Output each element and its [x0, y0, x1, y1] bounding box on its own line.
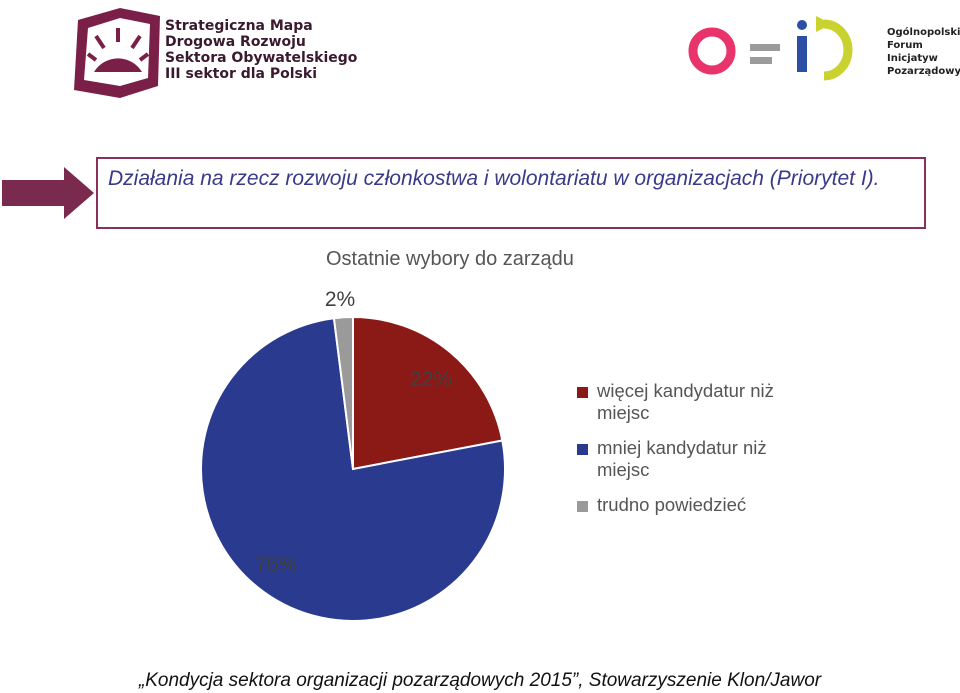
source-footer: „Kondycja sektora organizacji pozarządow…: [138, 670, 822, 691]
ofip-logo-icon: [688, 16, 853, 81]
banner-text: Działania na rzecz rozwoju członkostwa i…: [108, 167, 880, 190]
legend-swatch-more: [577, 387, 588, 398]
legend-item-less: mniej kandydatur niż miejsc: [577, 437, 807, 481]
legend-item-more: więcej kandydatur niż miejsc: [577, 380, 807, 424]
ofip-logo-text: Ogólnopolskie Forum Inicjatyw Pozarządow…: [887, 27, 960, 77]
legend-swatch-unsure: [577, 501, 588, 512]
chart-title: Ostatnie wybory do zarządu: [326, 248, 574, 270]
chart-legend: więcej kandydatur niż miejsc mniej kandy…: [577, 380, 807, 529]
legend-swatch-less: [577, 444, 588, 455]
pie-slice-more: [352, 315, 504, 471]
legend-label-less: mniej kandydatur niż miejsc: [597, 437, 767, 480]
pie-slice-less: [200, 317, 506, 622]
legend-label-more: więcej kandydatur niż miejsc: [597, 380, 774, 423]
smd-logo-icon: [74, 8, 160, 98]
smd-logo-text: Strategiczna Mapa Drogowa Rozwoju Sektor…: [165, 18, 358, 82]
pie-label-less: 76%: [255, 553, 297, 576]
arrow-right-icon: [2, 167, 94, 219]
pie-label-unsure: 2%: [325, 288, 355, 311]
legend-label-unsure: trudno powiedzieć: [597, 494, 747, 515]
pie-label-more: 22%: [410, 368, 452, 391]
legend-item-unsure: trudno powiedzieć: [577, 494, 807, 516]
priority-banner: [96, 157, 926, 229]
pie-slice-unsure: [332, 315, 354, 470]
